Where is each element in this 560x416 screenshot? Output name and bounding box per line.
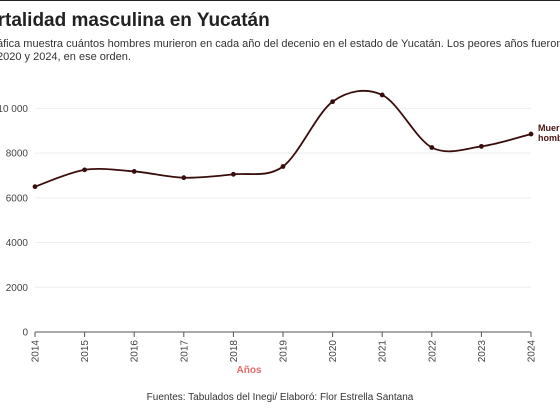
x-tick-label: 2022	[427, 340, 438, 363]
x-tick-label: 2018	[229, 340, 240, 363]
x-tick-label: 2023	[477, 340, 488, 363]
line-chart: 0 2000 4000 6000 8000 10 000 2014 2015 2016 2017…	[0, 89, 560, 376]
x-tick-label: 2015	[80, 340, 91, 363]
series-line	[34, 89, 532, 188]
x-axis-title: Años	[237, 365, 262, 376]
data-point[interactable]	[429, 145, 435, 150]
data-point[interactable]	[32, 184, 38, 190]
y-tick-label: 10 000	[0, 104, 28, 115]
series-label: Muer	[538, 123, 560, 133]
y-tick-label: 6000	[6, 193, 29, 204]
data-point[interactable]	[82, 167, 87, 173]
y-tick-label: 0	[22, 328, 28, 339]
y-tick-label: 4000	[6, 238, 29, 249]
x-tick-label: 2014	[31, 340, 42, 363]
data-point[interactable]	[231, 171, 236, 177]
series-label: hombr	[538, 133, 560, 143]
y-tick-label: 8000	[6, 149, 29, 160]
chart-subtitle: áfica muestra cuántos hombres murieron e…	[0, 38, 560, 63]
grid-lines	[35, 107, 531, 333]
x-tick-label: 2024	[527, 340, 538, 363]
series-layer: Muerhombr	[32, 89, 560, 190]
x-tick-label: 2020	[328, 340, 339, 363]
data-point[interactable]	[280, 164, 286, 169]
data-point[interactable]	[330, 99, 335, 105]
data-point[interactable]	[479, 143, 484, 149]
data-point[interactable]	[528, 131, 534, 137]
data-point[interactable]	[181, 175, 187, 181]
source-footer: Fuentes: Tabulados del Inegi/ Elaboró: F…	[146, 392, 414, 403]
data-point[interactable]	[379, 92, 385, 98]
chart-title: ortalidad masculina en Yucatán	[0, 10, 270, 31]
x-tick-label: 2021	[378, 340, 389, 363]
x-tick-label: 2016	[130, 340, 141, 363]
y-tick-label: 2000	[6, 283, 29, 294]
x-tick-label: 2019	[279, 340, 290, 363]
x-tick-labels: 2014 2015 2016 2017 2018 2019 2020 2021 2022 2023…	[31, 332, 538, 362]
x-tick-label: 2017	[179, 340, 190, 363]
y-tick-labels: 0 2000 4000 6000 8000 10 000	[0, 104, 28, 339]
data-point[interactable]	[131, 169, 137, 174]
